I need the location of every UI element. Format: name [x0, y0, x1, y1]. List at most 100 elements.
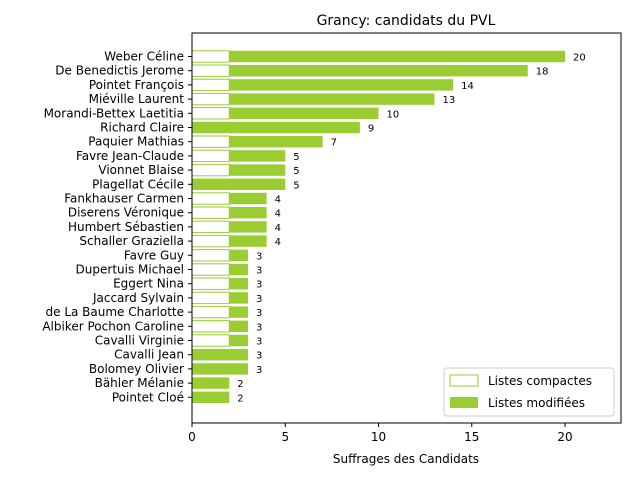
value-label: 3: [256, 337, 262, 348]
y-tick-label: Weber Céline: [104, 50, 184, 64]
x-tick-label: 10: [371, 430, 386, 444]
bar-modifiees: [192, 349, 248, 361]
y-tick-label: Jaccard Sylvain: [92, 291, 184, 305]
y-tick-label: Plagellat Cécile: [92, 177, 184, 191]
y-tick-label: Schaller Graziella: [79, 234, 184, 248]
bar-modifiees: [229, 320, 248, 332]
x-tick-label: 0: [188, 430, 196, 444]
value-label: 3: [256, 266, 262, 277]
bar-modifiees: [229, 150, 286, 162]
value-label: 3: [256, 351, 262, 362]
bar-modifiees: [229, 93, 435, 105]
plot-frame: [191, 32, 622, 424]
bar-compactes: [191, 320, 230, 333]
y-tick-label: Paquier Mathias: [88, 135, 184, 149]
bar-modifiees: [229, 263, 248, 276]
x-tick-label: 15: [464, 430, 479, 444]
x-tick-label: 20: [557, 430, 572, 444]
legend-swatch-listes-modifiees: [450, 397, 478, 408]
y-tick-label: De Benedictis Jerome: [55, 64, 184, 78]
value-label: 4: [275, 209, 281, 220]
bar-modifiees: [229, 207, 267, 219]
bar-modifiees: [192, 391, 230, 403]
y-tick-label: Dupertuis Michael: [76, 263, 184, 277]
value-label: 4: [275, 195, 281, 206]
value-label: 10: [387, 109, 400, 120]
bar-modifiees: [229, 306, 248, 318]
bar-modifiees: [229, 107, 379, 119]
x-axis-ticks: 0 5 10 15 20: [188, 423, 573, 444]
bar-compactes: [191, 50, 230, 63]
bar-modifiees: [229, 164, 286, 176]
value-label: 5: [293, 152, 299, 163]
value-label: 20: [573, 53, 586, 64]
y-tick-label: Vionnet Blaise: [98, 163, 184, 177]
chart-title: Grancy: candidats du PVL: [317, 13, 496, 29]
x-axis-label: Suffrages des Candidats: [333, 452, 479, 466]
y-tick-label: Albiker Pochon Caroline: [42, 319, 184, 333]
bar-compactes: [191, 234, 230, 248]
legend-label-listes-compactes: Listes compactes: [488, 374, 592, 388]
bar-compactes: [191, 277, 230, 290]
bar-compactes: [191, 135, 230, 148]
bar-compactes: [191, 249, 230, 262]
bar-modifiees: [229, 334, 248, 347]
y-tick-label: Cavalli Virginie: [95, 334, 184, 348]
y-tick-label: Eggert Nina: [113, 277, 184, 291]
y-tick-label: Miéville Laurent: [89, 92, 185, 106]
value-label: 18: [536, 67, 549, 78]
bar-modifiees: [192, 178, 286, 190]
value-label: 13: [442, 95, 455, 106]
bar-compactes: [191, 334, 230, 347]
value-label: 3: [256, 365, 262, 376]
value-label: 7: [331, 138, 337, 149]
value-label: 5: [293, 166, 299, 177]
bar-compactes: [191, 206, 230, 219]
bars-layer: [191, 50, 566, 403]
y-tick-label: Bolomey Olivier: [89, 362, 184, 376]
bar-compactes: [191, 107, 230, 120]
bar-modifiees: [229, 79, 454, 91]
y-tick-label: Diserens Véronique: [68, 206, 184, 220]
bar-modifiees: [229, 235, 267, 247]
bar-compactes: [191, 192, 230, 205]
value-label: 3: [256, 322, 262, 333]
bar-compactes: [191, 291, 230, 305]
legend-box: [443, 367, 615, 417]
bar-modifiees: [229, 136, 323, 148]
y-tick-label: Fankhauser Carmen: [64, 192, 184, 206]
bar-compactes: [191, 163, 230, 177]
y-tick-label: Pointet François: [89, 78, 184, 92]
bar-modifiees: [229, 221, 267, 233]
y-tick-label: Richard Claire: [100, 121, 184, 135]
bar-modifiees: [229, 249, 248, 261]
bar-compactes: [191, 64, 230, 77]
value-label: 4: [275, 223, 281, 234]
bar-compactes: [191, 78, 230, 92]
value-label: 2: [237, 379, 243, 390]
bar-modifiees: [192, 121, 360, 134]
y-tick-label: Morandi-Bettex Laetitia: [44, 106, 184, 120]
bar-modifiees: [229, 192, 267, 205]
bar-compactes: [191, 149, 230, 163]
value-label: 14: [461, 81, 474, 92]
value-label: 9: [368, 124, 374, 135]
bar-modifiees: [229, 65, 528, 77]
bar-modifiees: [229, 50, 566, 63]
y-tick-label: Favre Guy: [124, 248, 184, 262]
y-tick-label: Cavalli Jean: [114, 348, 184, 362]
bar-modifiees: [229, 278, 248, 290]
bar-modifiees: [192, 377, 230, 389]
legend-swatch-listes-compactes: [449, 374, 479, 387]
y-tick-label: Bähler Mélanie: [95, 376, 184, 390]
value-labels-layer: 20 18 14 13 10 9 7 5 5 5 4 4 4 4 3 3 3 3 3 3 3 3 3 2 2: [237, 53, 585, 405]
value-label: 5: [293, 180, 299, 191]
value-label: 3: [256, 308, 262, 319]
bar-compactes: [191, 305, 230, 319]
legend: Listes compactes Listes modifiées: [443, 367, 615, 417]
bar-modifiees: [229, 292, 248, 304]
bar-compactes: [191, 263, 230, 276]
legend-label-listes-modifiees: Listes modifiées: [488, 396, 585, 410]
